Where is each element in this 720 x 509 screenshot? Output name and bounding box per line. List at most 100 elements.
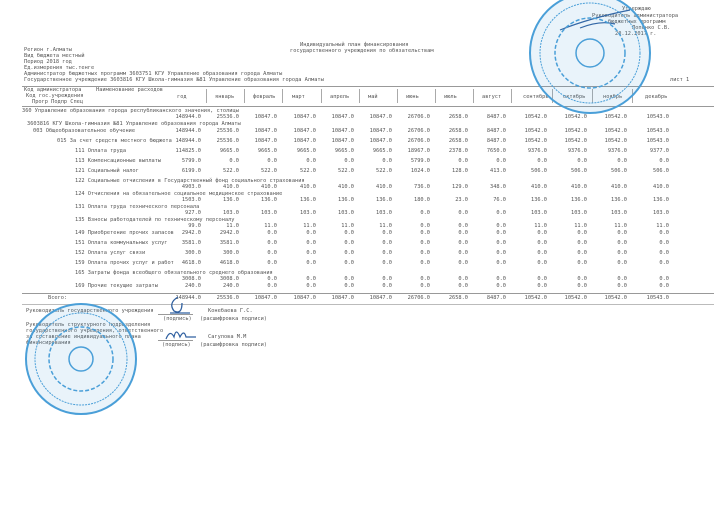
cell-value: 10542.0 [604,138,627,144]
cell-value: 0.0 [496,250,506,256]
cell-value: 410.0 [223,184,239,190]
cell-value: 0.0 [420,276,430,282]
cell-value: 10847.0 [254,295,277,301]
cell-value: 9665.0 [257,148,277,154]
cell-value: 2942.0 [181,230,201,236]
meta-budget-type: Вид бюджета местный [24,53,85,59]
cell-value: 136.0 [300,197,316,203]
cell-value: 0.0 [458,250,468,256]
resp-sign-caption: (подпись) [162,342,191,348]
cell-value: 10847.0 [369,128,392,134]
column-header-0: год [177,94,187,100]
cell-value: 11.0 [303,223,316,229]
meta-admin: Администратор бюджетных программ 3603751… [24,71,283,77]
cell-value: 11.0 [656,223,669,229]
column-header-2: февраль [253,94,276,100]
cell-value: 4618.0 [181,260,201,266]
cell-value: 10847.0 [331,114,354,120]
head-name: Конебаева Г.С. [208,308,253,314]
cell-value: 8487.0 [486,114,506,120]
cell-value: 136.0 [531,197,547,203]
cell-value: 10542.0 [604,114,627,120]
cell-value: 0.0 [496,158,506,164]
cell-value: 0.0 [577,250,587,256]
cell-value: 0.0 [577,260,587,266]
cell-value: 0.0 [537,230,547,236]
cell-value: 0.0 [577,240,587,246]
cell-value: 348.0 [490,184,506,190]
cell-value: 0.0 [306,260,316,266]
cell-value: 136.0 [611,197,627,203]
cell-value: 0.0 [577,230,587,236]
cell-value: 0.0 [420,240,430,246]
cell-value: 10847.0 [369,295,392,301]
cell-value: 0.0 [659,158,669,164]
cell-value: 2378.0 [448,148,468,154]
cell-value: 148944.0 [175,138,201,144]
cell-value: 136.0 [223,197,239,203]
cell-value: 11.0 [341,223,354,229]
cell-value: 9665.0 [334,148,354,154]
row-name: 113 Компенсационные выплаты [75,158,162,164]
cell-value: 18967.0 [407,148,430,154]
column-header-6: июнь [406,94,419,100]
cell-value: 25536.0 [216,114,239,120]
cell-value: 410.0 [611,184,627,190]
cell-value: 0.0 [382,158,392,164]
cell-value: 410.0 [261,184,277,190]
cell-value: 0.0 [267,230,277,236]
cell-value: 8487.0 [486,138,506,144]
cell-value: 0.0 [420,283,430,289]
header-code-inst: Код гос.учреждения [26,93,84,99]
approval-label: Утверждаю [622,6,651,12]
signature-image [165,296,196,340]
cell-value: 0.0 [458,230,468,236]
cell-value: 0.0 [420,230,430,236]
cell-value: 0.0 [382,276,392,282]
cell-value: 522.0 [223,168,239,174]
cell-value: 1503.0 [181,197,201,203]
cell-value: 0.0 [306,240,316,246]
cell-value: 0.0 [617,283,627,289]
cell-value: 6199.0 [181,168,201,174]
column-header-7: июль [444,94,457,100]
approval-date: 20.12.2017 г. [615,31,657,37]
cell-value: 10542.0 [524,138,547,144]
column-header-5: май [368,94,378,100]
cell-value: 506.0 [653,168,669,174]
cell-value: 0.0 [382,230,392,236]
column-header-9: сентябрь [523,94,549,100]
meta-unit: Ед.измерения тыс.тенге [24,65,95,71]
cell-value: 0.0 [537,276,547,282]
cell-value: 10542.0 [564,128,587,134]
row-name: 111 Оплата труда [75,148,127,154]
cell-value: 0.0 [659,283,669,289]
row-name: 122 Социальные отчисления в Государствен… [75,178,305,184]
resp-label-1: Руководитель структурного подразделения [26,322,151,328]
resp-label-3: за составление индивидуального плана [26,334,141,340]
cell-value: 522.0 [261,168,277,174]
cell-value: 103.0 [653,210,669,216]
row-name: 159 Оплата прочих услуг и работ [75,260,174,266]
cell-value: 25536.0 [216,295,239,301]
cell-value: 136.0 [571,197,587,203]
cell-value: 26706.0 [407,138,430,144]
cell-value: 10542.0 [604,295,627,301]
cell-value: 8487.0 [486,295,506,301]
cell-value: 2658.0 [448,295,468,301]
cell-value: 522.0 [300,168,316,174]
cell-value: 4903.0 [181,184,201,190]
meta-period: Период 2018 год [24,59,72,65]
row-name: 135 Взносы работодателей по техническому… [75,217,235,223]
cell-value: 148944.0 [175,128,201,134]
cell-value: 410.0 [338,184,354,190]
cell-value: 0.0 [306,158,316,164]
cell-value: 0.0 [458,283,468,289]
cell-value: 0.0 [659,260,669,266]
cell-value: 0.0 [617,260,627,266]
cell-value: 0.0 [537,283,547,289]
cell-value: 10542.0 [564,114,587,120]
cell-value: 9665.0 [219,148,239,154]
cell-value: 11.0 [226,223,239,229]
cell-value: 136.0 [261,197,277,203]
